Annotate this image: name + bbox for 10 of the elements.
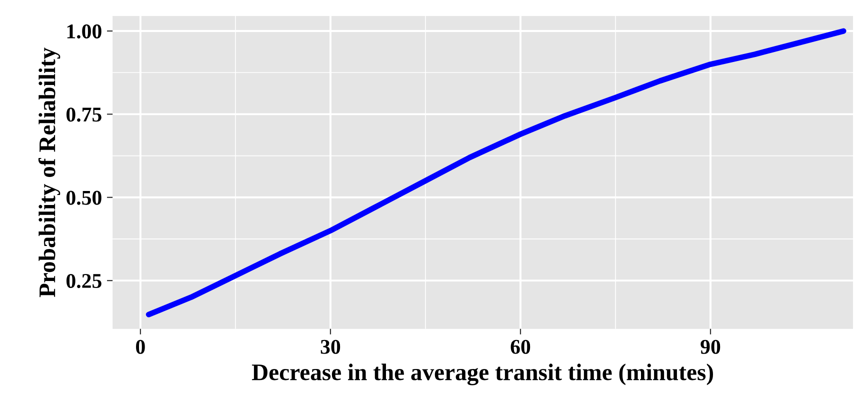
- x-tick-label: 60: [510, 340, 530, 354]
- x-axis-title: Decrease in the average transit time (minutes): [252, 364, 713, 386]
- x-tick-label: 30: [320, 340, 340, 354]
- y-tick-label: 0.50: [66, 190, 102, 205]
- y-tick-label: 0.25: [66, 274, 102, 288]
- x-tick-label: 90: [700, 340, 720, 354]
- y-tick-label: 0.75: [66, 108, 102, 122]
- y-axis-title: Probability of Reliability: [38, 48, 60, 298]
- x-tick-label: 0: [136, 340, 145, 354]
- y-tick-label: 1.00: [67, 24, 102, 39]
